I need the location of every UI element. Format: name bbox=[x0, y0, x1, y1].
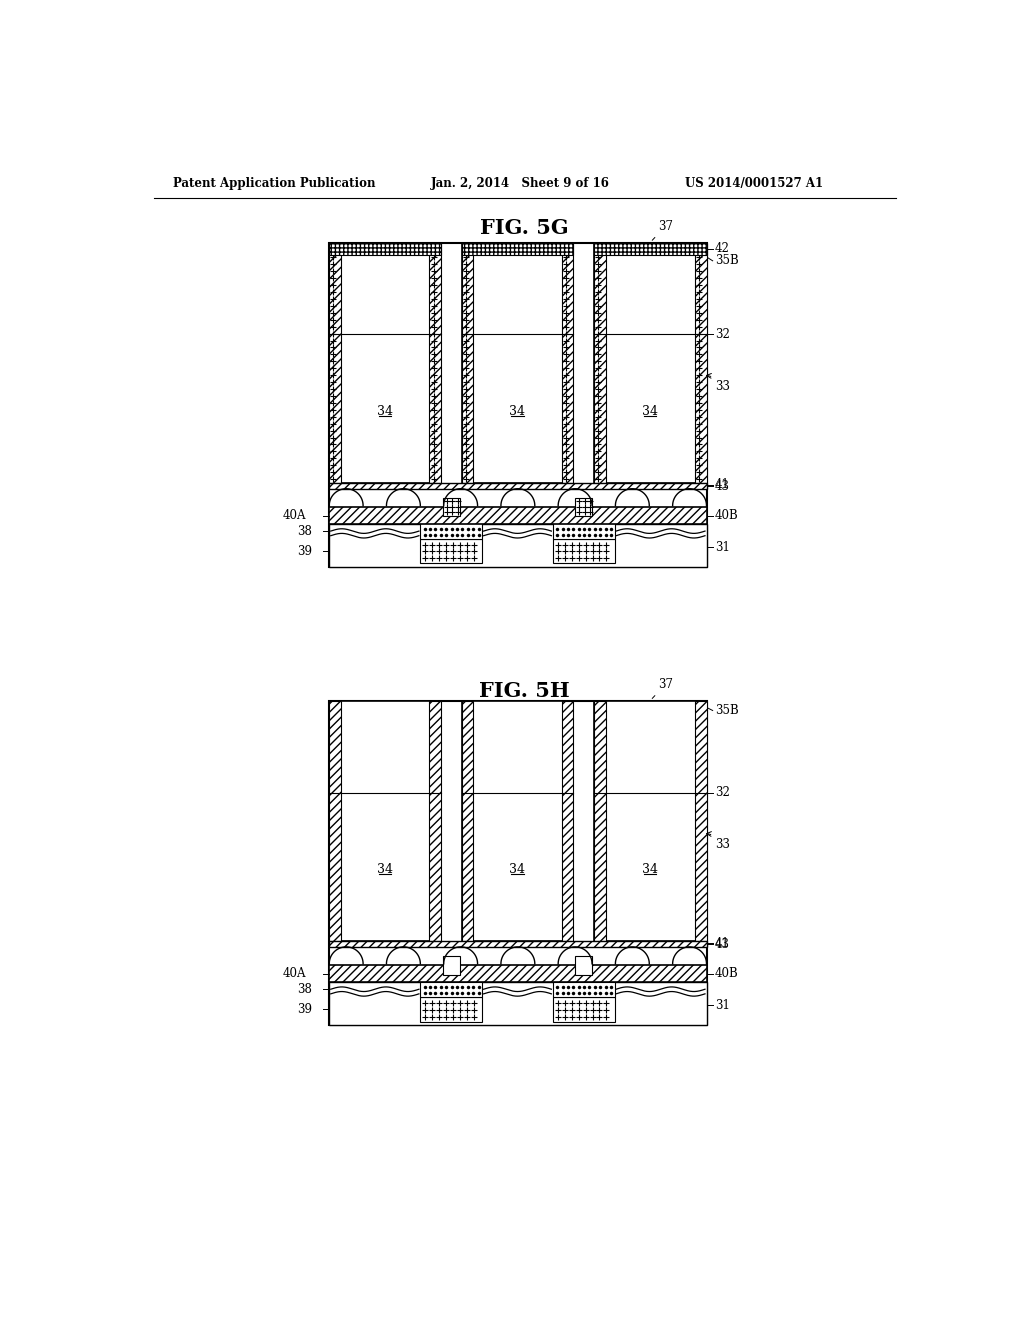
Bar bbox=[462, 701, 573, 941]
Text: 41: 41 bbox=[715, 936, 730, 949]
Bar bbox=[429, 243, 441, 483]
Bar bbox=[553, 539, 614, 564]
Bar bbox=[330, 965, 707, 982]
Bar bbox=[594, 243, 605, 483]
Bar bbox=[330, 243, 441, 255]
Bar bbox=[553, 997, 614, 1022]
Bar bbox=[462, 701, 473, 941]
Bar bbox=[695, 701, 707, 941]
Text: 40B: 40B bbox=[715, 510, 738, 523]
Text: Patent Application Publication: Patent Application Publication bbox=[173, 177, 376, 190]
Text: 40A: 40A bbox=[283, 968, 306, 981]
Bar bbox=[421, 982, 482, 997]
Bar bbox=[330, 982, 707, 1024]
Bar bbox=[330, 701, 441, 941]
Text: FIG. 5H: FIG. 5H bbox=[479, 681, 570, 701]
Bar bbox=[562, 701, 573, 941]
Bar bbox=[421, 539, 482, 564]
Bar bbox=[594, 701, 707, 941]
Text: 39: 39 bbox=[297, 1003, 312, 1016]
Bar bbox=[462, 243, 573, 483]
Text: 33: 33 bbox=[707, 832, 730, 851]
Text: 32: 32 bbox=[715, 785, 730, 799]
Text: Jan. 2, 2014   Sheet 9 of 16: Jan. 2, 2014 Sheet 9 of 16 bbox=[431, 177, 609, 190]
Bar bbox=[442, 956, 460, 974]
Text: 34: 34 bbox=[510, 405, 525, 417]
Bar bbox=[330, 243, 707, 566]
Bar bbox=[330, 243, 341, 483]
Text: 43: 43 bbox=[715, 479, 730, 492]
Text: 34: 34 bbox=[642, 863, 658, 876]
Text: FIG. 5G: FIG. 5G bbox=[480, 218, 569, 238]
Text: 34: 34 bbox=[642, 405, 658, 417]
Bar bbox=[462, 243, 473, 483]
Text: 34: 34 bbox=[510, 863, 525, 876]
Bar bbox=[594, 701, 605, 941]
Text: 35B: 35B bbox=[715, 255, 738, 268]
Bar bbox=[330, 483, 707, 488]
Text: 34: 34 bbox=[377, 405, 393, 417]
Text: 41: 41 bbox=[715, 478, 730, 491]
Text: 39: 39 bbox=[297, 545, 312, 557]
Bar bbox=[330, 941, 707, 946]
Text: 38: 38 bbox=[297, 982, 312, 995]
Text: US 2014/0001527 A1: US 2014/0001527 A1 bbox=[685, 177, 823, 190]
Text: 37: 37 bbox=[652, 219, 673, 240]
Bar bbox=[462, 243, 573, 255]
Bar bbox=[562, 243, 573, 483]
Bar bbox=[575, 498, 592, 516]
Bar bbox=[442, 498, 460, 516]
Bar bbox=[330, 701, 341, 941]
Bar bbox=[330, 701, 707, 1024]
Bar bbox=[421, 997, 482, 1022]
Text: 31: 31 bbox=[715, 541, 730, 554]
Text: 40B: 40B bbox=[715, 968, 738, 981]
Text: 38: 38 bbox=[297, 524, 312, 537]
Bar bbox=[429, 701, 441, 941]
Bar bbox=[330, 524, 707, 566]
Bar bbox=[695, 243, 707, 483]
Text: 42: 42 bbox=[715, 243, 730, 255]
Text: 33: 33 bbox=[707, 374, 730, 393]
Bar bbox=[553, 524, 614, 539]
Text: 35B: 35B bbox=[715, 704, 738, 717]
Bar bbox=[553, 982, 614, 997]
Text: 31: 31 bbox=[715, 999, 730, 1012]
Bar bbox=[594, 243, 707, 255]
Bar bbox=[330, 507, 707, 524]
Bar bbox=[330, 243, 441, 483]
Text: 40A: 40A bbox=[283, 510, 306, 523]
Text: 34: 34 bbox=[377, 863, 393, 876]
Bar bbox=[594, 243, 707, 483]
Text: 32: 32 bbox=[715, 327, 730, 341]
Text: 37: 37 bbox=[652, 677, 673, 698]
Bar bbox=[575, 956, 592, 974]
Text: 43: 43 bbox=[715, 937, 730, 950]
Bar bbox=[421, 524, 482, 539]
